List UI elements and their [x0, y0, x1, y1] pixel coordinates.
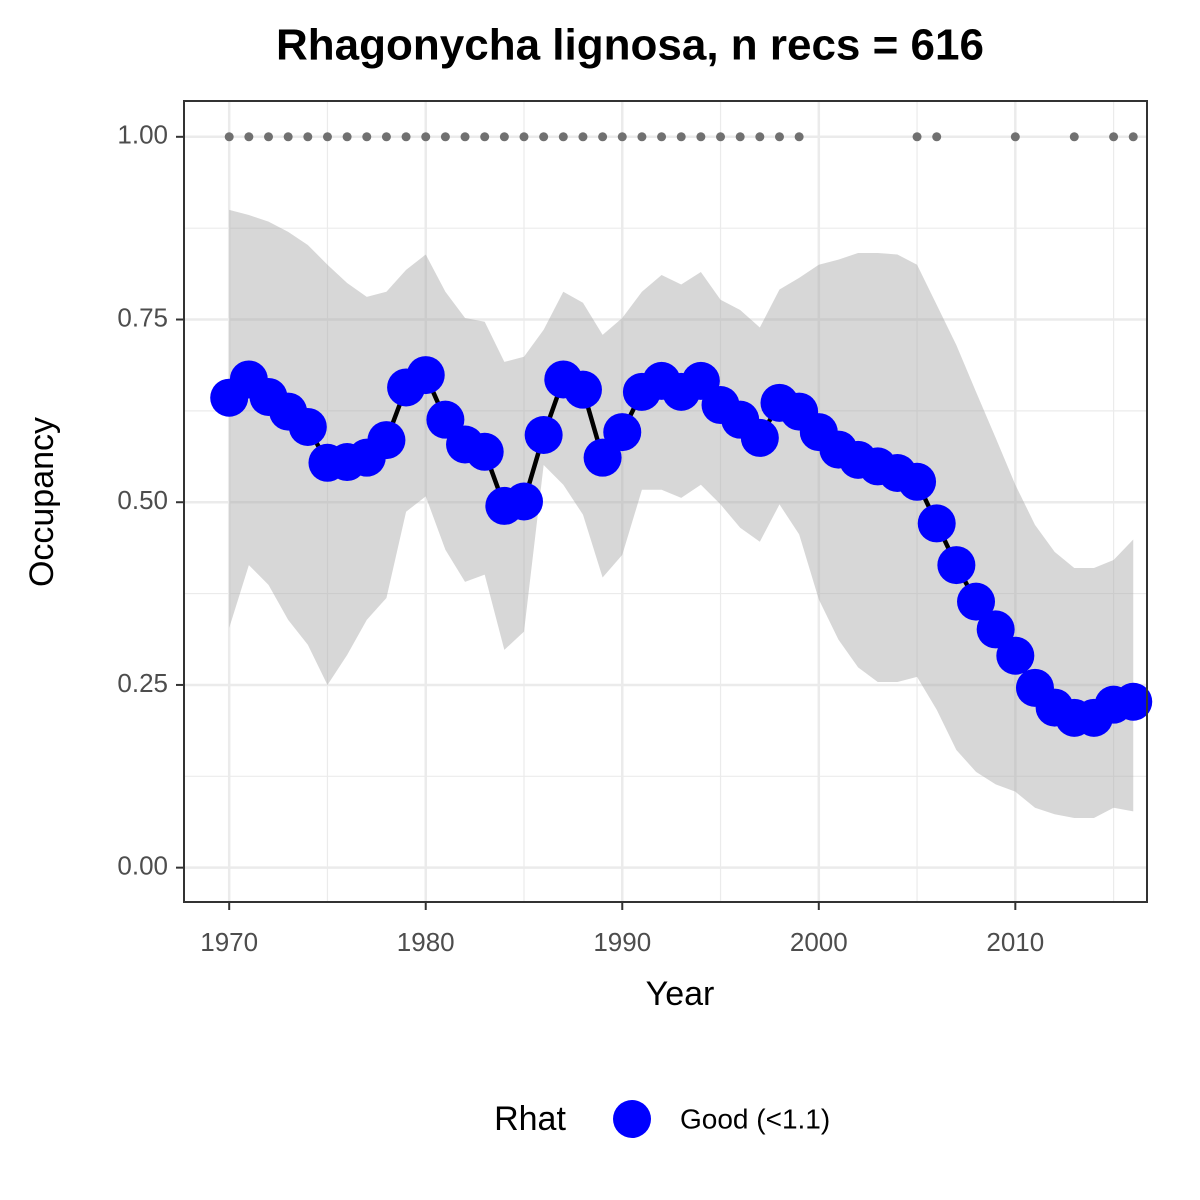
x-tick-label: 1990	[593, 927, 651, 957]
detection-point	[637, 132, 647, 142]
detection-point	[716, 132, 726, 142]
data-point	[976, 610, 1015, 649]
detection-point	[1010, 132, 1020, 142]
detection-point	[244, 132, 254, 142]
detection-point	[224, 132, 234, 142]
detection-point	[794, 132, 804, 142]
y-tick-label: 0.50	[117, 485, 168, 515]
x-tick-label: 1980	[397, 927, 455, 957]
data-point	[1114, 682, 1153, 721]
y-tick-label: 0.25	[117, 668, 168, 698]
data-point	[917, 504, 956, 543]
data-point	[504, 482, 543, 521]
data-point	[740, 418, 779, 457]
detection-point	[342, 132, 352, 142]
legend-label: Good (<1.1)	[680, 1103, 830, 1134]
x-tick-label: 2000	[790, 927, 848, 957]
detection-point	[499, 132, 509, 142]
detection-point	[676, 132, 686, 142]
data-point	[524, 415, 563, 454]
detection-point	[912, 132, 922, 142]
data-point	[288, 407, 327, 446]
detection-point	[657, 132, 667, 142]
panel-border	[183, 100, 1148, 903]
detection-point	[1128, 132, 1138, 142]
confidence-ribbon	[229, 209, 1134, 818]
data-point	[937, 546, 976, 585]
y-tick-label: 1.00	[117, 120, 168, 150]
detection-point	[519, 132, 529, 142]
y-tick-label: 0.00	[117, 851, 168, 881]
data-point	[583, 438, 622, 477]
chart-title: Rhagonycha lignosa, n recs = 616	[276, 21, 984, 70]
x-axis-label: Year	[646, 975, 715, 1013]
detection-point	[696, 132, 706, 142]
detection-point	[539, 132, 549, 142]
data-point	[603, 413, 642, 452]
x-tick-label: 2010	[986, 927, 1044, 957]
x-tick-label: 1970	[200, 927, 258, 957]
detection-point	[421, 132, 431, 142]
data-point	[465, 432, 504, 471]
data-point	[898, 462, 937, 501]
detection-point	[303, 132, 313, 142]
detection-point	[1109, 132, 1119, 142]
detection-point	[755, 132, 765, 142]
detection-point	[440, 132, 450, 142]
data-point	[563, 370, 602, 409]
data-point	[367, 421, 406, 460]
detection-point	[322, 132, 332, 142]
detection-point	[264, 132, 274, 142]
detection-point	[401, 132, 411, 142]
data-point	[957, 582, 996, 621]
detection-point	[558, 132, 568, 142]
detection-point	[735, 132, 745, 142]
detection-point	[362, 132, 372, 142]
data-point	[406, 356, 445, 395]
detection-point	[283, 132, 293, 142]
detection-point	[578, 132, 588, 142]
data-point	[996, 636, 1035, 675]
detection-point	[774, 132, 784, 142]
detection-point	[381, 132, 391, 142]
detection-point	[480, 132, 490, 142]
detection-point	[617, 132, 627, 142]
y-tick-label: 0.75	[117, 302, 168, 332]
detection-point	[460, 132, 470, 142]
legend-title: Rhat	[494, 1100, 566, 1138]
detection-point	[932, 132, 942, 142]
detection-point	[1069, 132, 1079, 142]
detection-point	[598, 132, 608, 142]
legend-key	[613, 1100, 651, 1138]
y-axis-label: Occupancy	[23, 417, 61, 587]
